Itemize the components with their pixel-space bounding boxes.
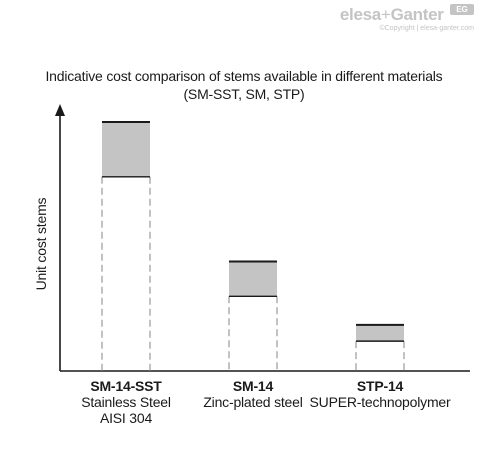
bar-group-2 [228, 260, 278, 371]
y-axis-arrow [55, 104, 65, 116]
category-code: STP-14 [356, 378, 404, 394]
chart-title: Indicative cost comparison of stems avai… [0, 67, 488, 103]
logo-brand: elesa [339, 5, 381, 24]
logo-wordmark: elesa+Ganter [340, 6, 474, 24]
chart-title-line2: (SM-SST, SM, STP) [183, 86, 305, 102]
logo-brand2: Ganter [390, 5, 444, 24]
chart-axes [55, 104, 470, 372]
bar-cost-range [102, 122, 150, 177]
category-material: Stainless Steel [81, 394, 171, 410]
category-code: SM-14 [232, 378, 274, 394]
brand-logo: elesa+Ganter EG ©Copyright | elesa-gante… [340, 4, 474, 33]
bar-group-3 [355, 323, 405, 371]
bar-cost-range [229, 261, 277, 297]
bar-cost-range [356, 324, 404, 342]
category-material: Zinc-plated steel [203, 394, 303, 410]
bar-group-1 [101, 121, 151, 371]
category-material2: AISI 304 [99, 410, 153, 426]
logo-plus: + [380, 5, 391, 24]
category-label-1: SM-14-SST Stainless Steel AISI 304 [51, 378, 201, 426]
logo-badge: EG [450, 4, 474, 15]
chart-bars [101, 121, 405, 371]
category-label-3: STP-14 SUPER-technopolymer [305, 378, 455, 410]
logo-copyright: ©Copyright | elesa-ganter.com [379, 25, 474, 32]
category-code: SM-14-SST [90, 378, 162, 394]
category-label-2: SM-14 Zinc-plated steel [178, 378, 328, 410]
chart-title-line1: Indicative cost comparison of stems avai… [45, 68, 443, 84]
category-material: SUPER-technopolymer [309, 394, 451, 410]
